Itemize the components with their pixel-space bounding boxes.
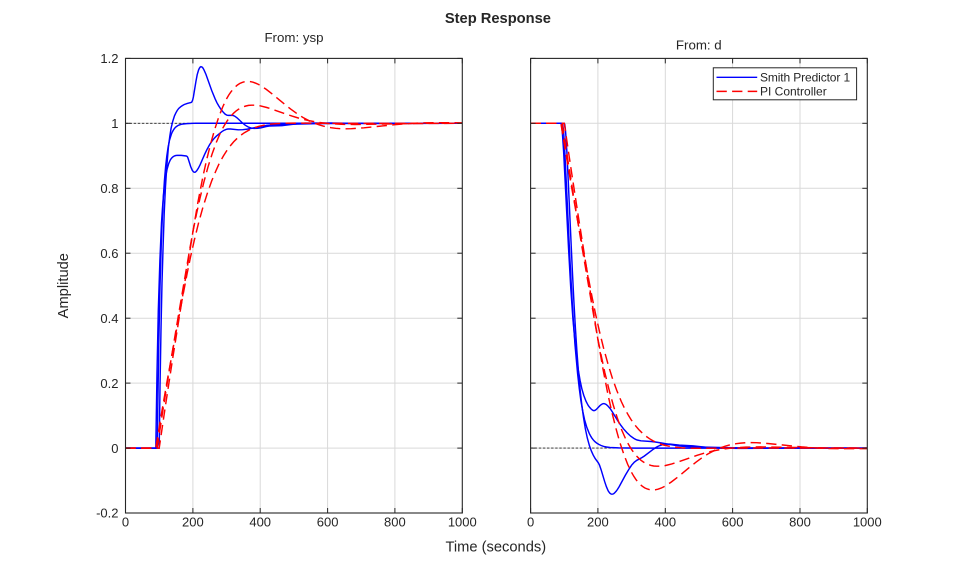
- svg-text:400: 400: [654, 515, 676, 530]
- svg-text:0.2: 0.2: [100, 376, 118, 391]
- svg-text:800: 800: [789, 515, 811, 530]
- svg-text:0: 0: [527, 515, 534, 530]
- svg-text:800: 800: [384, 515, 406, 530]
- svg-text:1000: 1000: [448, 515, 477, 530]
- svg-text:0.8: 0.8: [100, 181, 118, 196]
- svg-text:-0.2: -0.2: [96, 506, 118, 521]
- svg-text:0.6: 0.6: [100, 246, 118, 261]
- svg-text:1000: 1000: [853, 515, 882, 530]
- svg-text:Amplitude: Amplitude: [56, 253, 72, 318]
- svg-text:600: 600: [317, 515, 339, 530]
- svg-text:Time (seconds): Time (seconds): [445, 540, 546, 556]
- svg-text:Step Response: Step Response: [445, 11, 551, 27]
- svg-text:200: 200: [182, 515, 204, 530]
- svg-text:0: 0: [111, 441, 118, 456]
- svg-text:From: d: From: d: [676, 38, 722, 53]
- svg-text:1: 1: [111, 116, 118, 131]
- svg-text:PI Controller: PI Controller: [760, 85, 827, 99]
- svg-text:400: 400: [249, 515, 271, 530]
- svg-text:Smith Predictor 1: Smith Predictor 1: [760, 71, 850, 85]
- svg-text:1.2: 1.2: [100, 51, 118, 66]
- svg-text:200: 200: [587, 515, 609, 530]
- svg-text:0.4: 0.4: [100, 311, 118, 326]
- svg-text:From: ysp: From: ysp: [264, 30, 323, 45]
- svg-text:600: 600: [722, 515, 744, 530]
- svg-text:0: 0: [122, 515, 129, 530]
